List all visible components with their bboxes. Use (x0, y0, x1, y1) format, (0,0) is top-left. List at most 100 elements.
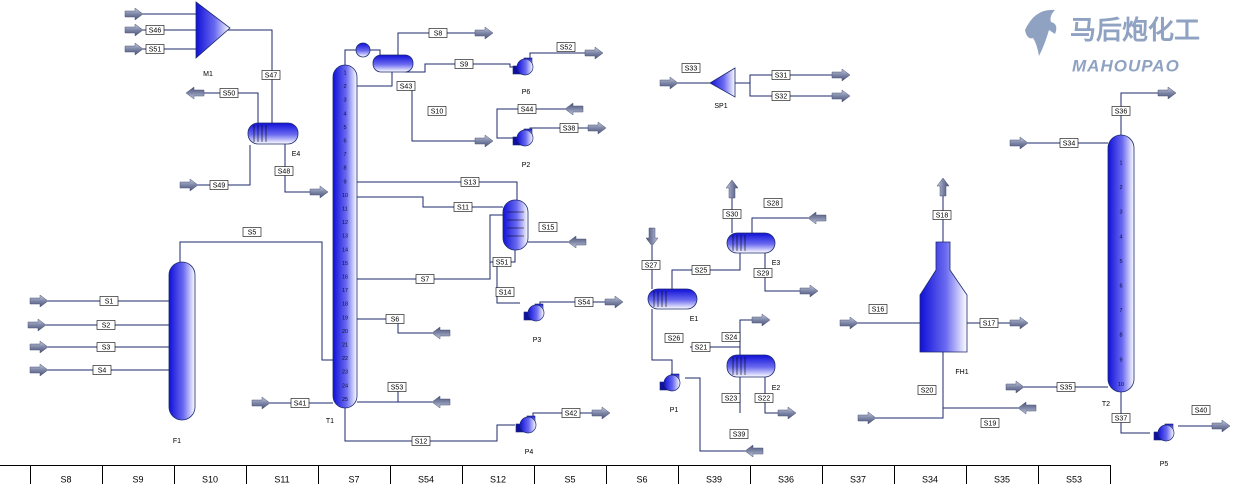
table-header-cell: S11 (274, 474, 289, 484)
stream-tag: S51 (496, 259, 509, 266)
stream-arrow (27, 318, 47, 332)
tray-number: 18 (342, 302, 348, 308)
table-header-cell: S6 (636, 474, 647, 484)
stream-tag: S8 (434, 30, 443, 37)
stream-tag-box (691, 342, 711, 352)
mixer-m1 (195, 1, 231, 59)
tray-number: 10 (342, 193, 348, 199)
tray-number: 15 (342, 261, 348, 267)
stream-tag-box (1059, 138, 1079, 148)
table-header-cell: S10 (202, 474, 218, 484)
equipment-label: F1 (173, 438, 181, 445)
stream-tag: S48 (278, 168, 291, 175)
stream-tag: S25 (695, 267, 708, 274)
tray-number: 25 (342, 397, 348, 403)
exchanger-e4 (247, 122, 299, 145)
stream-tag: S4 (98, 367, 107, 374)
stream-arrow (591, 406, 611, 420)
stream-arrow (185, 86, 205, 100)
tray-number: 3 (1119, 210, 1122, 216)
stream-tag-box (460, 177, 480, 187)
stream-tag: S34 (1063, 140, 1076, 147)
stream-tag: S52 (560, 44, 573, 51)
stream-tag-box (427, 106, 447, 116)
equipment-label: E4 (292, 151, 301, 158)
equipment-shapes (168, 1, 1135, 421)
stream-arrow (807, 211, 827, 225)
tray-number: 17 (342, 288, 348, 294)
watermark-logo (1025, 9, 1057, 56)
table-header-cell: S8 (60, 474, 71, 484)
stream-tag-box (1111, 413, 1131, 423)
stream-tag-box (722, 209, 742, 219)
equipment-label: SP1 (714, 103, 727, 110)
stream-arrow (1005, 380, 1025, 394)
stream-tag-box (209, 180, 229, 190)
exchanger-e3 (726, 232, 776, 254)
stream-tag-box (721, 393, 741, 403)
splitter-sp1 (709, 67, 736, 98)
tray-number: 21 (342, 342, 348, 348)
stream-tag-box (517, 104, 537, 114)
pump (1157, 424, 1175, 442)
stream-arrow (567, 235, 587, 249)
pump (527, 304, 545, 322)
stream-tag: S2 (102, 322, 111, 329)
stream-tag: S46 (149, 27, 162, 34)
stream-tag: S13 (464, 179, 477, 186)
stream-arrow (604, 295, 624, 309)
stream-tag-box (1111, 106, 1131, 116)
stream-tag-box (754, 393, 774, 403)
table-header-cell: S7 (348, 474, 359, 484)
stream-tag-box (492, 257, 512, 267)
stream-tag-box (556, 42, 576, 52)
stream-tag: S18 (936, 212, 949, 219)
stream-tag-box (538, 222, 558, 232)
stream-tag-box (979, 318, 999, 328)
stream-arrow (744, 444, 764, 458)
stream-tag: S7 (421, 276, 430, 283)
watermark-chinese: 马后炮化工 (1070, 15, 1200, 45)
tray-number: 4 (343, 111, 346, 117)
stream-tag-box (411, 436, 431, 446)
stream-tag: S37 (1115, 415, 1128, 422)
stream-arrow (29, 294, 49, 308)
tray-number: 10 (1118, 382, 1124, 388)
table-header-cell: S37 (850, 474, 866, 484)
stream-arrow (431, 326, 451, 340)
stream-arrow (29, 363, 49, 377)
stream-table (0, 465, 1111, 484)
reflux-drum (372, 54, 414, 73)
stream-tag-box (771, 70, 791, 80)
stream-arrow (29, 340, 49, 354)
furnace-fh1 (919, 241, 968, 353)
stream-arrow (857, 411, 877, 425)
stream-tag: S33 (685, 65, 698, 72)
table-header-cell: S54 (418, 474, 434, 484)
stream-arrow (659, 76, 679, 90)
stream-arrow (587, 121, 607, 135)
stream-tag: S21 (695, 344, 708, 351)
stream-tag-box (729, 429, 749, 439)
stream-arrow (1157, 86, 1177, 100)
watermark: 马后炮化工 MAHOUPAO (1025, 9, 1200, 75)
stream-tag: S32 (775, 93, 788, 100)
stream-tag: S6 (391, 316, 400, 323)
stream-arrow (831, 89, 851, 103)
stream-tag-box (681, 63, 701, 73)
table-header-cell: S5 (564, 474, 575, 484)
tray-number: 6 (1119, 283, 1122, 289)
stream-tag: S10 (431, 108, 444, 115)
stream-tag-box (145, 25, 165, 35)
equipment-label: E2 (772, 385, 781, 392)
equipment-label: P5 (1160, 461, 1169, 468)
stream-tag: S40 (1195, 407, 1208, 414)
stream-tag: S36 (1115, 108, 1128, 115)
tray-number: 16 (342, 274, 348, 280)
stream-tag: S27 (645, 262, 658, 269)
tray-number: 24 (342, 383, 348, 389)
equipment-label: E1 (690, 316, 699, 323)
stream-tag-box (454, 59, 474, 69)
tray-number: 9 (343, 179, 346, 185)
stream-arrow (309, 185, 329, 199)
